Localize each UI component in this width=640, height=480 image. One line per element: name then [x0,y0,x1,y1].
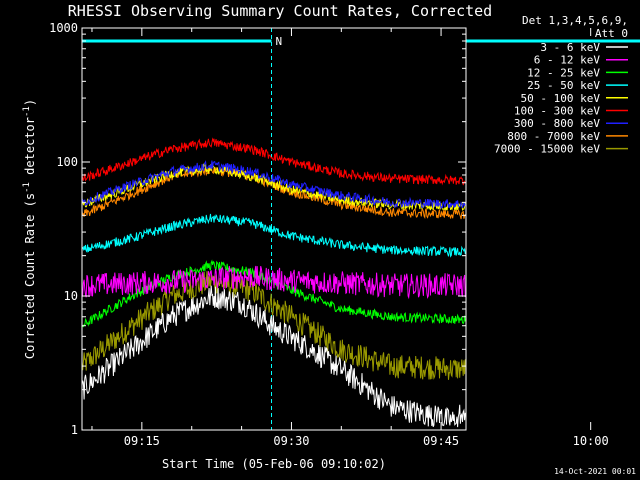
x-tick-label: 10:00 [573,434,609,448]
detector-label: Det 1,3,4,5,6,9, [522,14,628,27]
y-axis-label-sup1: -1 [22,182,32,193]
attenuator-label: Att 0 [595,27,628,40]
x-tick-label: 09:30 [273,434,309,448]
y-tick-label: 1 [71,423,78,437]
y-axis-label-part3: ) [23,99,37,106]
legend-label: 3 - 6 keV [540,41,600,54]
saa-marker-label: N [276,35,283,48]
legend-label: 800 - 7000 keV [507,130,600,143]
chart-title: RHESSI Observing Summary Count Rates, Co… [68,2,492,20]
timestamp: 14-Oct-2021 00:01 [554,467,636,476]
series-line [81,137,466,186]
series-line [81,213,466,258]
legend-label: 100 - 300 keV [514,105,600,118]
legend-label: 300 - 800 keV [514,117,600,130]
y-axis-label-part1: Corrected Count Rate (s [23,193,37,359]
series-line [81,265,466,300]
y-tick-label: 10 [64,289,78,303]
legend-label: 7000 - 15000 keV [494,143,600,156]
legend-label: 25 - 50 keV [527,79,600,92]
y-axis-label-sup2: -1 [22,106,32,117]
series-line [81,160,466,210]
legend-label: 6 - 12 keV [534,54,601,67]
x-tick-label: 09:15 [124,434,160,448]
y-axis-label: Corrected Count Rate (s-1 detector-1) [22,99,37,359]
series-line [81,271,466,380]
series-line [81,285,466,428]
y-tick-label: 1000 [49,21,78,35]
series-lines [81,137,466,428]
y-axis-label-part2: detector [23,117,37,182]
legend-label: 12 - 25 keV [527,66,600,79]
legend-label: 50 - 100 keV [521,92,601,105]
y-axis: 1 10 100 1000 [49,21,466,437]
y-tick-label: 100 [56,155,78,169]
x-axis-label: Start Time (05-Feb-06 09:10:02) [162,457,386,471]
x-tick-label: 09:45 [423,434,459,448]
plot-frame [81,27,467,431]
